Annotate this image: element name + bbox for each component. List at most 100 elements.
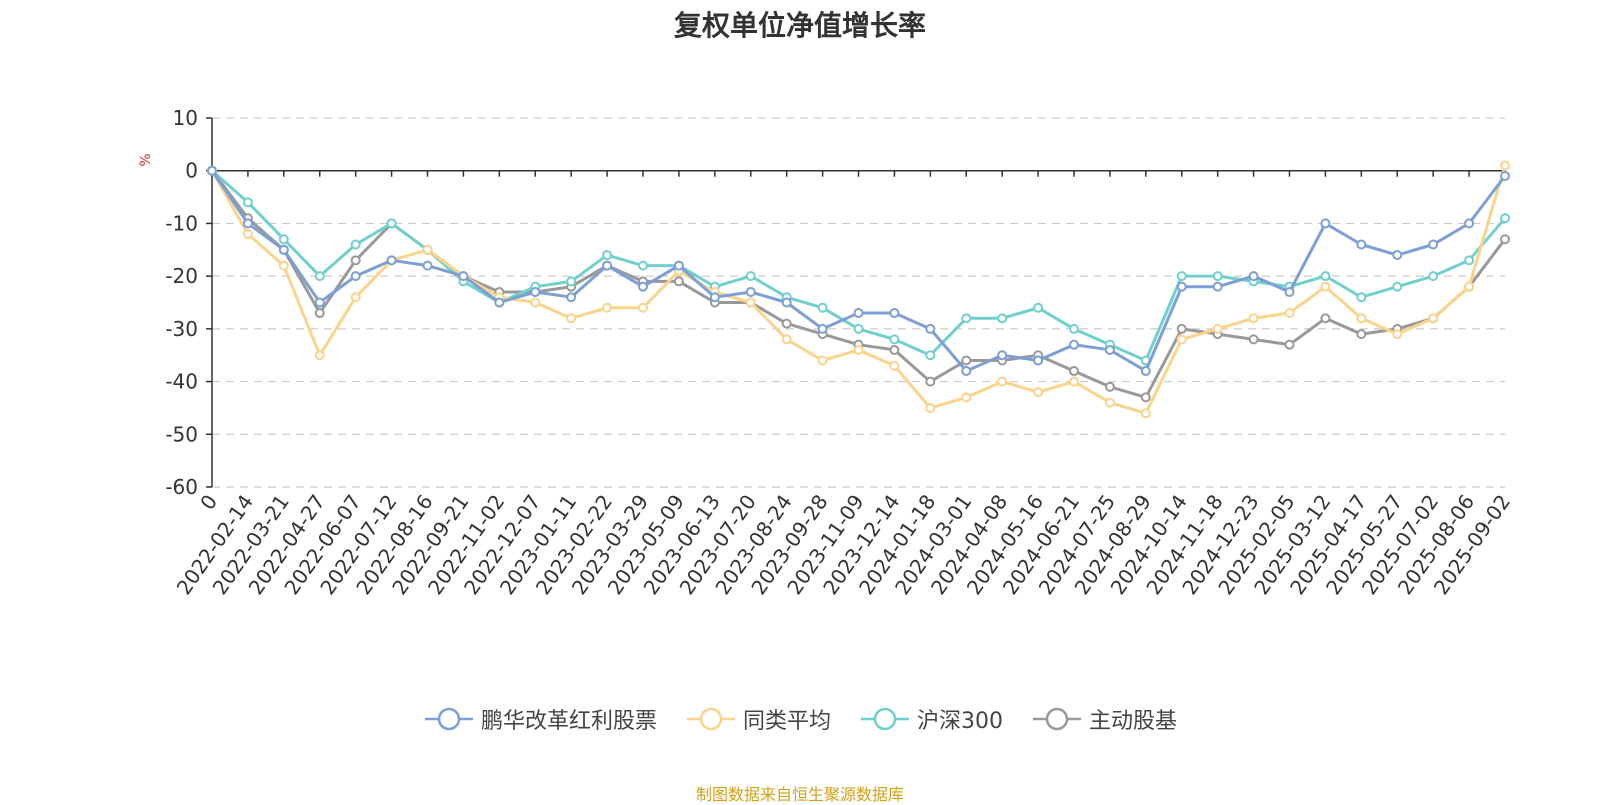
data-point [1320, 313, 1331, 324]
data-point [1356, 292, 1367, 303]
data-point [1356, 239, 1367, 250]
y-tick-label: -20 [165, 264, 198, 288]
data-point [781, 318, 792, 329]
data-point [242, 228, 253, 239]
data-point [1248, 334, 1259, 345]
data-point [1069, 323, 1079, 334]
data-point [709, 292, 720, 303]
data-point [1284, 308, 1295, 319]
data-point [781, 334, 792, 345]
data-point [1033, 302, 1044, 313]
legend-item[interactable]: 同类平均 [685, 703, 831, 735]
data-point [530, 297, 541, 308]
legend-label: 同类平均 [742, 709, 831, 734]
y-tick-label: -50 [165, 422, 198, 446]
x-tick-label: 0 [195, 490, 222, 514]
data-point [1176, 323, 1187, 334]
data-point [242, 197, 253, 208]
data-point [1212, 323, 1223, 334]
data-point [817, 355, 828, 366]
data-point [889, 334, 900, 345]
data-point [1033, 387, 1044, 398]
data-point [961, 355, 972, 366]
data-point [350, 292, 361, 303]
legend-label: 沪深300 [917, 709, 1003, 734]
data-point [1069, 376, 1079, 387]
legend-marker-icon [686, 707, 735, 731]
data-point [602, 250, 613, 261]
chart-legend: 鹏华改革红利股票 同类平均 沪深300 主动股基 [0, 703, 1600, 735]
data-point [1500, 213, 1510, 224]
data-point [1104, 344, 1115, 355]
y-tick-label: -30 [165, 317, 198, 341]
data-point [602, 260, 613, 271]
legend-item[interactable]: 鹏华改革红利股票 [423, 703, 657, 735]
data-point [781, 297, 792, 308]
y-tick-label: -10 [165, 211, 198, 235]
data-point [1500, 170, 1510, 181]
data-point [1464, 281, 1475, 292]
data-point [925, 402, 936, 413]
data-point [925, 376, 936, 387]
data-point [566, 313, 577, 324]
data-point [817, 323, 828, 334]
data-point [350, 255, 361, 266]
data-point [314, 308, 325, 319]
y-axis-unit-label: % [138, 153, 154, 166]
data-point [350, 239, 361, 250]
data-point [1392, 281, 1403, 292]
data-point [997, 376, 1008, 387]
data-point [853, 323, 864, 334]
data-point [925, 323, 936, 334]
y-tick-label: -60 [165, 475, 198, 499]
data-point [1356, 329, 1367, 340]
data-point [386, 218, 397, 229]
data-point [1464, 218, 1475, 229]
data-point [638, 281, 648, 292]
data-point [1500, 234, 1510, 245]
data-point [1356, 313, 1367, 324]
data-point [961, 392, 972, 403]
legend-marker-icon [424, 707, 473, 731]
data-point [566, 276, 577, 287]
legend-label: 主动股基 [1089, 709, 1178, 734]
data-point [1428, 271, 1439, 282]
data-point [1248, 271, 1259, 282]
data-point [1069, 366, 1079, 377]
data-point [1392, 250, 1403, 261]
data-point [961, 366, 972, 377]
axes: 100-10-20-30-40-50-6002022-02-142022-03-… [165, 106, 1515, 599]
data-point [1284, 339, 1295, 350]
data-point [458, 271, 469, 282]
data-point [422, 260, 433, 271]
source-note: 制图数据来自恒生聚源数据库 [695, 785, 904, 804]
data-point [1248, 313, 1259, 324]
data-point [961, 313, 972, 324]
chart-title: 复权单位净值增长率 [673, 9, 926, 42]
data-point [602, 302, 613, 313]
data-point [638, 302, 648, 313]
data-point [494, 297, 505, 308]
data-point [1284, 286, 1295, 297]
data-point [1104, 397, 1115, 408]
data-point [314, 271, 325, 282]
data-point [1464, 255, 1475, 266]
legend-item[interactable]: 沪深300 [859, 703, 1003, 735]
y-tick-label: -40 [165, 370, 198, 394]
data-point [314, 297, 325, 308]
legend-item[interactable]: 主动股基 [1031, 703, 1177, 735]
data-point [1320, 281, 1331, 292]
data-point [1176, 334, 1187, 345]
data-point [1428, 313, 1439, 324]
data-point [1320, 218, 1331, 229]
data-point [817, 302, 828, 313]
data-point [673, 260, 684, 271]
data-point [1176, 271, 1187, 282]
data-point [1140, 392, 1151, 403]
data-point [1392, 329, 1403, 340]
data-point [278, 234, 289, 245]
data-point [889, 344, 900, 355]
data-point [1320, 271, 1331, 282]
legend-marker-icon [1033, 707, 1081, 731]
